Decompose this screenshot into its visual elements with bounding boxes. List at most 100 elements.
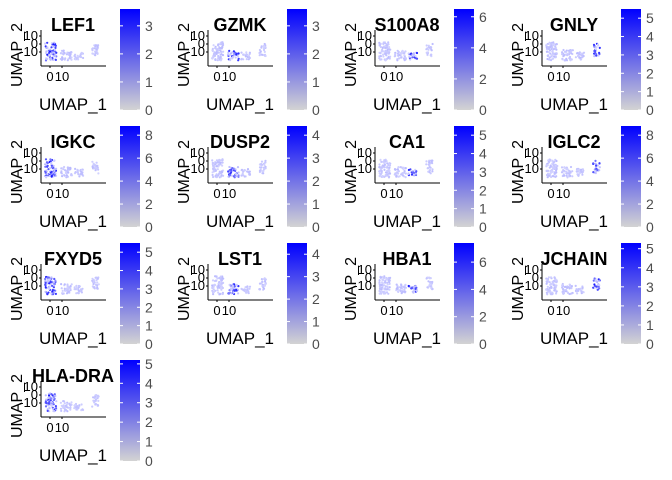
point-cloud bbox=[545, 41, 601, 62]
cell-point bbox=[54, 172, 57, 175]
cell-point bbox=[425, 277, 428, 280]
cell-point bbox=[407, 284, 410, 288]
x-tick-label: 0 bbox=[213, 303, 220, 318]
cell-point bbox=[546, 57, 549, 61]
cell-point bbox=[411, 53, 414, 56]
cell-point bbox=[381, 53, 385, 56]
cell-point bbox=[428, 169, 432, 172]
cell-point bbox=[561, 290, 565, 293]
cell-point bbox=[414, 55, 417, 58]
cell-point bbox=[93, 401, 96, 404]
cell-point bbox=[44, 175, 48, 178]
colorbar-tick-label: 0 bbox=[145, 102, 153, 117]
colorbar-tick-label: 1 bbox=[312, 314, 320, 330]
cell-point bbox=[246, 286, 249, 289]
cell-point bbox=[399, 166, 402, 169]
cell-point bbox=[580, 58, 583, 61]
cell-point bbox=[388, 172, 392, 175]
cell-point bbox=[54, 58, 58, 62]
cell-point bbox=[212, 44, 215, 47]
cell-point bbox=[231, 51, 234, 54]
cell-point bbox=[561, 286, 564, 289]
cell-point bbox=[216, 59, 219, 62]
cell-point bbox=[229, 59, 232, 62]
cell-point bbox=[46, 173, 49, 176]
cell-point bbox=[562, 48, 565, 52]
cell-point bbox=[211, 49, 214, 53]
cell-point bbox=[219, 287, 223, 290]
cell-point bbox=[551, 53, 554, 56]
cell-point bbox=[235, 53, 238, 56]
cell-point bbox=[69, 285, 72, 288]
cell-point bbox=[69, 168, 72, 171]
cell-point bbox=[96, 287, 99, 290]
cell-point bbox=[80, 291, 83, 294]
cell-point bbox=[221, 161, 224, 164]
y-tick-label: -10 bbox=[19, 161, 38, 176]
cell-point bbox=[81, 168, 84, 171]
cell-point bbox=[44, 281, 47, 284]
cell-point bbox=[66, 284, 69, 287]
colorbar-tick-label: 6 bbox=[646, 150, 654, 166]
colorbar-tick-label: 2 bbox=[646, 65, 654, 81]
cell-point bbox=[431, 162, 434, 165]
cell-point bbox=[560, 166, 564, 169]
cell-point bbox=[82, 56, 85, 60]
cell-point bbox=[578, 172, 581, 175]
cell-point bbox=[69, 408, 72, 411]
cell-point bbox=[53, 282, 57, 285]
cell-point bbox=[383, 168, 386, 171]
cell-point bbox=[262, 172, 265, 175]
x-axis-label: UMAP_1 bbox=[206, 95, 274, 114]
panel-title: GNLY bbox=[550, 15, 598, 35]
cell-point bbox=[59, 407, 63, 410]
cell-point bbox=[50, 161, 53, 164]
cell-point bbox=[231, 284, 234, 287]
cell-point bbox=[378, 287, 382, 290]
cell-point bbox=[218, 276, 221, 280]
cell-point bbox=[545, 277, 548, 280]
cell-point bbox=[260, 278, 263, 281]
cell-point bbox=[53, 397, 56, 400]
cell-point bbox=[575, 288, 578, 291]
cell-point bbox=[237, 175, 240, 178]
cell-point bbox=[565, 57, 568, 61]
cell-point bbox=[91, 49, 94, 52]
cell-point bbox=[218, 293, 221, 296]
cell-point bbox=[378, 289, 381, 293]
cell-point bbox=[431, 287, 434, 291]
cell-point bbox=[221, 286, 224, 290]
cell-point bbox=[550, 171, 553, 174]
y-axis-label: UMAP_2 bbox=[9, 374, 26, 438]
point-cloud bbox=[211, 41, 267, 62]
x-axis-label: UMAP_1 bbox=[373, 212, 441, 231]
y-tick-label: 10 bbox=[191, 145, 205, 160]
cell-point bbox=[69, 406, 72, 410]
cell-point bbox=[44, 286, 47, 289]
colorbar-tick-label: 2 bbox=[479, 309, 487, 325]
y-tick-label: -10 bbox=[186, 278, 205, 293]
cell-point bbox=[237, 292, 240, 295]
cell-point bbox=[237, 174, 240, 177]
cell-point bbox=[53, 55, 57, 58]
cell-point bbox=[383, 166, 386, 169]
cell-point bbox=[552, 167, 555, 170]
cell-point bbox=[92, 278, 95, 282]
cell-point bbox=[385, 278, 389, 281]
colorbar-tick-label: 0 bbox=[646, 219, 654, 234]
x-axis-label: UMAP_1 bbox=[373, 329, 441, 348]
cell-point bbox=[548, 56, 551, 59]
cell-point bbox=[570, 287, 573, 290]
x-axis-label: UMAP_1 bbox=[373, 95, 441, 114]
cell-point bbox=[212, 164, 215, 167]
cell-point bbox=[397, 172, 400, 175]
cell-point bbox=[55, 400, 58, 403]
y-tick-label: 0 bbox=[532, 36, 539, 51]
cell-point bbox=[48, 174, 51, 177]
cell-point bbox=[378, 163, 381, 166]
cell-point bbox=[428, 283, 431, 286]
y-axis-label: UMAP_2 bbox=[9, 140, 26, 204]
colorbar-tick-label: 0 bbox=[312, 102, 320, 117]
colorbar-tick-label: 1 bbox=[145, 318, 153, 334]
